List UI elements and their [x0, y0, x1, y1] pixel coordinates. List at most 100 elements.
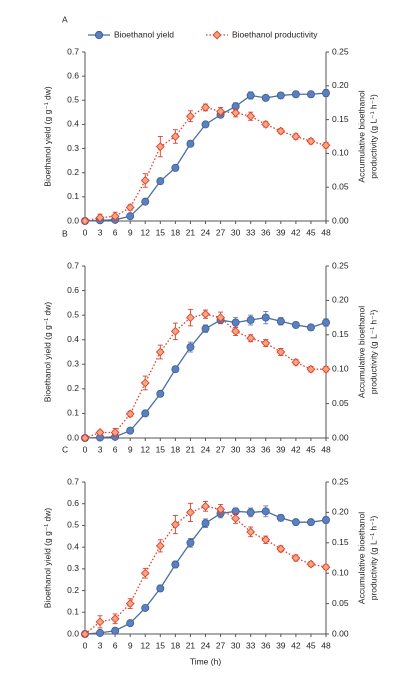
x-tick-label: 27 [216, 227, 226, 237]
panel-label: C [62, 444, 68, 454]
x-tick-label: 39 [276, 227, 286, 237]
x-tick-label: 15 [156, 444, 166, 454]
marker-circle [141, 409, 150, 418]
marker-diamond [261, 119, 271, 129]
panel-label: B [62, 228, 68, 238]
y2-tick-label: 0.05 [332, 598, 349, 608]
x-tick-label: 30 [231, 444, 241, 454]
marker-diamond [110, 614, 120, 624]
x-tick-label: 12 [141, 640, 151, 650]
y-tick-label: 0.0 [67, 432, 79, 442]
marker-circle [246, 91, 255, 100]
x-tick-label: 3 [98, 444, 103, 454]
x-tick-label: 39 [276, 640, 286, 650]
marker-circle [201, 120, 210, 129]
legend-label: Bioethanol productivity [232, 29, 318, 39]
marker-circle [261, 313, 270, 322]
marker-diamond [80, 216, 90, 226]
marker-diamond [125, 203, 135, 212]
x-tick-label: 33 [246, 444, 256, 454]
x-tick-label: 0 [83, 444, 88, 454]
y-axis-label: Bioethanol yield (g g⁻¹ dw) [42, 302, 52, 403]
y2-axis-label: productivity (g L⁻¹ h⁻¹) [368, 94, 378, 179]
marker-circle [306, 323, 315, 332]
marker-circle [186, 139, 195, 148]
marker-circle [321, 516, 330, 525]
y2-axis-label: productivity (g L⁻¹ h⁻¹) [368, 516, 378, 601]
x-tick-label: 45 [306, 444, 316, 454]
marker-diamond [291, 132, 301, 141]
y2-axis-label: productivity (g L⁻¹ h⁻¹) [368, 310, 378, 395]
marker-circle [201, 519, 210, 528]
marker-diamond [216, 504, 225, 514]
marker-diamond [306, 559, 316, 569]
series-line [84, 510, 327, 635]
y2-axis-label: Accumulative bioethanol [356, 90, 366, 182]
marker-diamond [216, 313, 225, 323]
marker-circle [141, 603, 150, 612]
x-tick-label: 30 [231, 227, 241, 237]
y-tick-label: 0.2 [67, 585, 79, 595]
x-tick-label: 24 [201, 227, 211, 237]
x-tick-label: 36 [261, 640, 271, 650]
y-tick-label: 0.5 [67, 520, 79, 530]
x-tick-label: 9 [128, 227, 133, 237]
marker-circle [141, 197, 150, 206]
marker-diamond [201, 501, 210, 511]
y-tick-label: 0.5 [67, 309, 79, 319]
marker-circle [276, 317, 285, 326]
marker-circle [246, 316, 255, 325]
x-tick-label: 45 [306, 640, 316, 650]
y2-axis-label: Accumulative bioethanol [356, 306, 366, 398]
x-tick-label: 42 [291, 444, 301, 454]
y-tick-label: 0.0 [67, 215, 79, 225]
x-tick-label: 18 [171, 640, 181, 650]
marker-diamond [80, 433, 90, 443]
marker-circle [321, 89, 330, 98]
marker-diamond [170, 520, 180, 529]
marker-circle [291, 90, 300, 99]
x-tick-label: 12 [141, 444, 151, 454]
marker-circle [171, 560, 180, 569]
panel-label: A [62, 14, 68, 24]
marker-diamond [246, 111, 256, 121]
marker-diamond [231, 108, 241, 118]
marker-circle [306, 90, 315, 99]
y-tick-label: 0.1 [67, 191, 79, 201]
y-tick-label: 0.0 [67, 628, 79, 638]
marker-diamond [155, 142, 165, 152]
marker-circle [156, 584, 165, 593]
x-tick-label: 6 [113, 640, 118, 650]
x-tick-label: 48 [321, 444, 331, 454]
marker-circle [111, 626, 120, 635]
y2-tick-label: 0.00 [332, 215, 349, 225]
y-tick-label: 0.3 [67, 143, 79, 153]
x-tick-label: 0 [83, 640, 88, 650]
marker-circle [291, 320, 300, 329]
y2-axis-label: Accumulative bioethanol [356, 512, 366, 604]
y2-tick-label: 0.15 [332, 114, 349, 124]
marker-diamond [291, 553, 301, 563]
marker-circle [261, 93, 270, 102]
x-tick-label: 6 [113, 444, 118, 454]
y2-tick-label: 0.05 [332, 181, 349, 191]
legend-marker [212, 30, 222, 40]
marker-diamond [140, 176, 150, 185]
marker-diamond [170, 326, 180, 336]
y-tick-label: 0.7 [67, 260, 79, 270]
marker-diamond [95, 213, 105, 223]
marker-diamond [186, 111, 195, 121]
marker-diamond [186, 313, 195, 323]
y2-tick-label: 0.20 [332, 507, 349, 517]
marker-diamond [170, 132, 180, 141]
y2-tick-label: 0.25 [332, 260, 349, 270]
marker-circle [276, 91, 285, 100]
x-tick-label: 21 [186, 227, 196, 237]
x-tick-label: 6 [113, 227, 118, 237]
marker-circle [276, 513, 285, 522]
x-tick-label: 9 [128, 444, 133, 454]
series-line [84, 313, 326, 439]
x-axis-label: Time (h) [190, 656, 221, 666]
y2-tick-label: 0.10 [332, 567, 349, 577]
marker-diamond [110, 428, 120, 437]
